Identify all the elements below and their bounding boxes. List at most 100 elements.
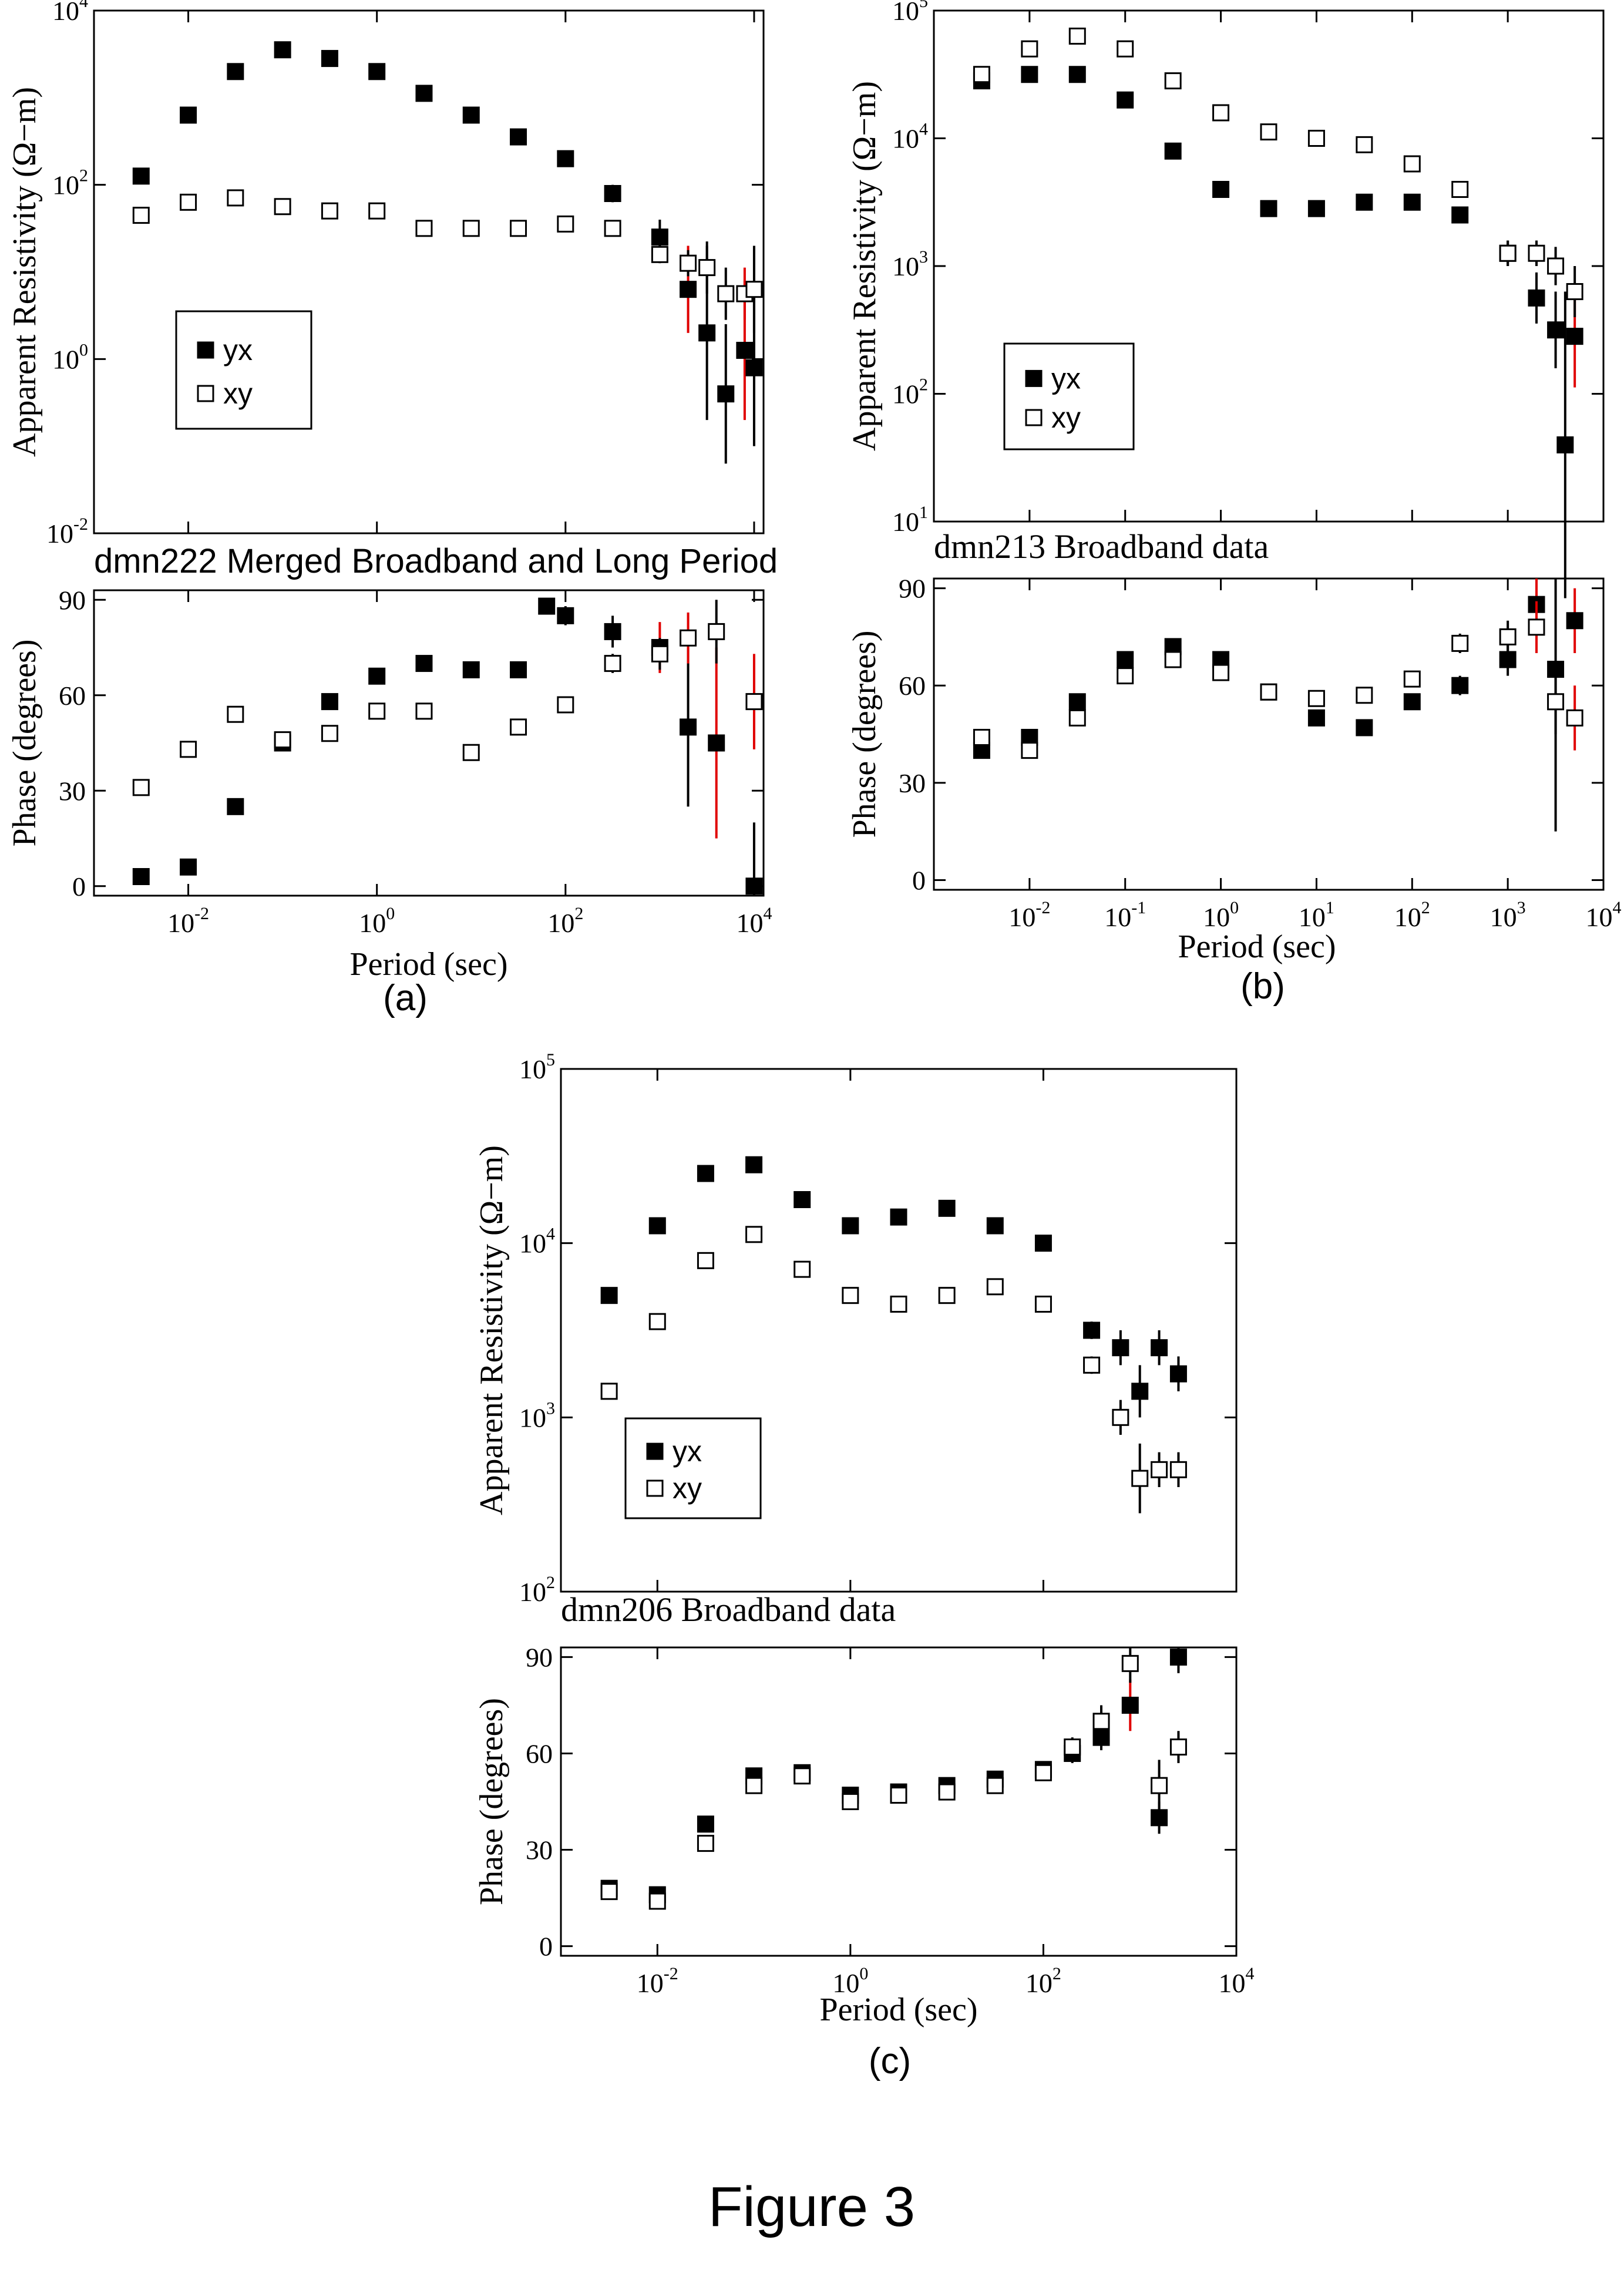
rho-point-xy-b-1 — [1021, 40, 1038, 58]
rho-ytick-label-a-1-base: 10 — [52, 344, 79, 374]
phase-point-xy-a-3 — [274, 731, 291, 749]
rho-point-xy-a-11 — [651, 246, 668, 263]
rho-point-xy-a-7 — [462, 220, 480, 237]
rho-point-yx-a-14 — [717, 385, 735, 403]
rho-point-yx-b-10 — [1451, 206, 1469, 224]
rho-ytick-label-b-1-exp: 2 — [919, 375, 928, 395]
rho-ylabel-a: Apparent Resistivity (Ω−m) — [6, 87, 43, 457]
legend-a: yx xy — [175, 310, 312, 430]
rho-point-xy-b-12 — [1528, 244, 1545, 262]
phase-point-yx-c-2 — [697, 1815, 714, 1833]
rho-point-xy-b-5 — [1212, 104, 1230, 122]
rho-ytick-label-a-1: 100 — [52, 340, 88, 374]
phase-point-yx-c-12 — [1121, 1696, 1139, 1714]
rho-point-xy-c-2 — [697, 1252, 714, 1269]
rho-point-xy-c-3 — [745, 1226, 763, 1243]
phase-xtick-label-b-3: 101 — [1299, 898, 1334, 932]
rho-point-xy-b-6 — [1260, 123, 1277, 141]
legend-label-yx-b: yx — [1051, 362, 1081, 395]
rho-point-yx-a-2 — [227, 63, 244, 80]
rho-point-xy-a-8 — [510, 220, 527, 237]
rho-point-xy-a-3 — [274, 198, 291, 216]
phase-point-xy-c-11 — [1092, 1713, 1110, 1730]
rho-point-yx-b-6 — [1260, 200, 1277, 217]
rho-point-yx-b-12 — [1528, 289, 1545, 307]
phase-point-xy-c-5 — [842, 1793, 859, 1810]
phase-point-xy-a-1 — [180, 741, 197, 758]
rho-point-xy-b-9 — [1403, 155, 1421, 173]
rho-point-yx-b-5 — [1212, 181, 1230, 198]
rho-point-xy-a-12 — [680, 254, 697, 272]
rho-ytick-label-a-1-exp: 0 — [79, 340, 88, 359]
phase-series-xy-a — [132, 600, 763, 796]
phase-ytick-label-b-0: 0 — [912, 865, 926, 895]
phase-xtick-label-a-2-exp: 2 — [574, 904, 583, 923]
rho-point-xy-c-0 — [600, 1383, 618, 1400]
phase-xtick-label-b-2-base: 10 — [1203, 902, 1230, 932]
phase-point-yx-a-13 — [680, 718, 697, 736]
phase-point-yx-a-15 — [745, 877, 763, 895]
sub-label-c: (c) — [869, 2041, 911, 2081]
rho-axes-a-frame — [93, 9, 765, 534]
phase-point-xy-a-10 — [604, 655, 621, 672]
phase-xtick-label-b-6: 104 — [1586, 898, 1622, 932]
legend-c: yx xy — [624, 1417, 762, 1519]
phase-xtick-label-c-0-base: 10 — [637, 1968, 664, 1998]
phase-ylabel-c: Phase (degrees) — [473, 1698, 510, 1905]
phase-point-yx-a-4 — [321, 693, 338, 711]
phase-point-yx-a-7 — [462, 661, 480, 678]
rho-point-yx-b-3 — [1117, 91, 1134, 109]
phase-point-yx-a-5 — [368, 667, 386, 685]
phase-point-xy-a-8 — [510, 718, 527, 736]
rho-ytick-label-b-2-exp: 3 — [919, 247, 928, 267]
rho-ytick-label-b-3: 104 — [892, 120, 928, 154]
rho-point-xy-a-1 — [180, 193, 197, 211]
rho-point-yx-c-1 — [648, 1217, 666, 1235]
rho-point-xy-a-14 — [717, 285, 735, 302]
phase-point-xy-c-13 — [1151, 1777, 1168, 1794]
phase-point-xy-b-10 — [1451, 634, 1469, 652]
rho-ytick-label-b-4: 105 — [892, 0, 928, 26]
phase-point-xy-c-8 — [986, 1777, 1004, 1794]
phase-point-xy-b-8 — [1356, 687, 1373, 704]
phase-point-yx-a-11 — [604, 623, 621, 640]
rho-point-xy-c-10 — [1083, 1356, 1101, 1374]
rho-point-yx-c-4 — [793, 1191, 811, 1208]
rho-ytick-label-c-3: 105 — [519, 1050, 555, 1084]
phase-point-yx-a-14 — [708, 734, 725, 752]
phase-point-xy-b-1 — [1021, 742, 1038, 759]
rho-ytick-label-b-3-exp: 4 — [919, 120, 928, 139]
rho-point-xy-c-5 — [842, 1287, 859, 1304]
phase-point-xy-c-7 — [938, 1783, 956, 1801]
phase-point-xy-c-4 — [793, 1767, 811, 1785]
phase-point-yx-b-3 — [1117, 651, 1134, 668]
phase-point-xy-a-9 — [557, 696, 574, 714]
rho-point-yx-c-14 — [1169, 1365, 1187, 1383]
rho-point-xy-a-6 — [415, 220, 433, 237]
legend-label-yx-c: yx — [673, 1435, 702, 1468]
rho-point-xy-b-7 — [1307, 130, 1325, 147]
phase-xtick-label-a-1-exp: 0 — [386, 904, 395, 923]
sub-label-a: (a) — [383, 978, 428, 1018]
rho-ytick-label-c-3-exp: 5 — [546, 1050, 555, 1070]
legend-label-xy-b: xy — [1051, 401, 1081, 434]
rho-point-yx-b-2 — [1068, 66, 1086, 83]
rho-point-xy-b-4 — [1164, 72, 1182, 90]
rho-ytick-label-c-1-exp: 3 — [546, 1398, 555, 1418]
legend-box-a — [175, 310, 312, 430]
legend-b: yx xy — [1003, 342, 1135, 450]
phase-point-xy-b-0 — [973, 729, 990, 746]
rho-point-yx-a-4 — [321, 50, 338, 68]
phase-ytick-label-a-2: 60 — [59, 681, 86, 711]
rho-point-xy-a-2 — [227, 189, 244, 207]
phase-ytick-label-a-1: 30 — [59, 776, 86, 806]
rho-point-yx-a-15 — [736, 342, 754, 359]
phase-xtick-label-a-1: 100 — [359, 904, 395, 938]
phase-axes-c-frame — [560, 1646, 1238, 1957]
rho-point-yx-a-13 — [698, 324, 716, 342]
rho-point-yx-a-7 — [462, 106, 480, 124]
